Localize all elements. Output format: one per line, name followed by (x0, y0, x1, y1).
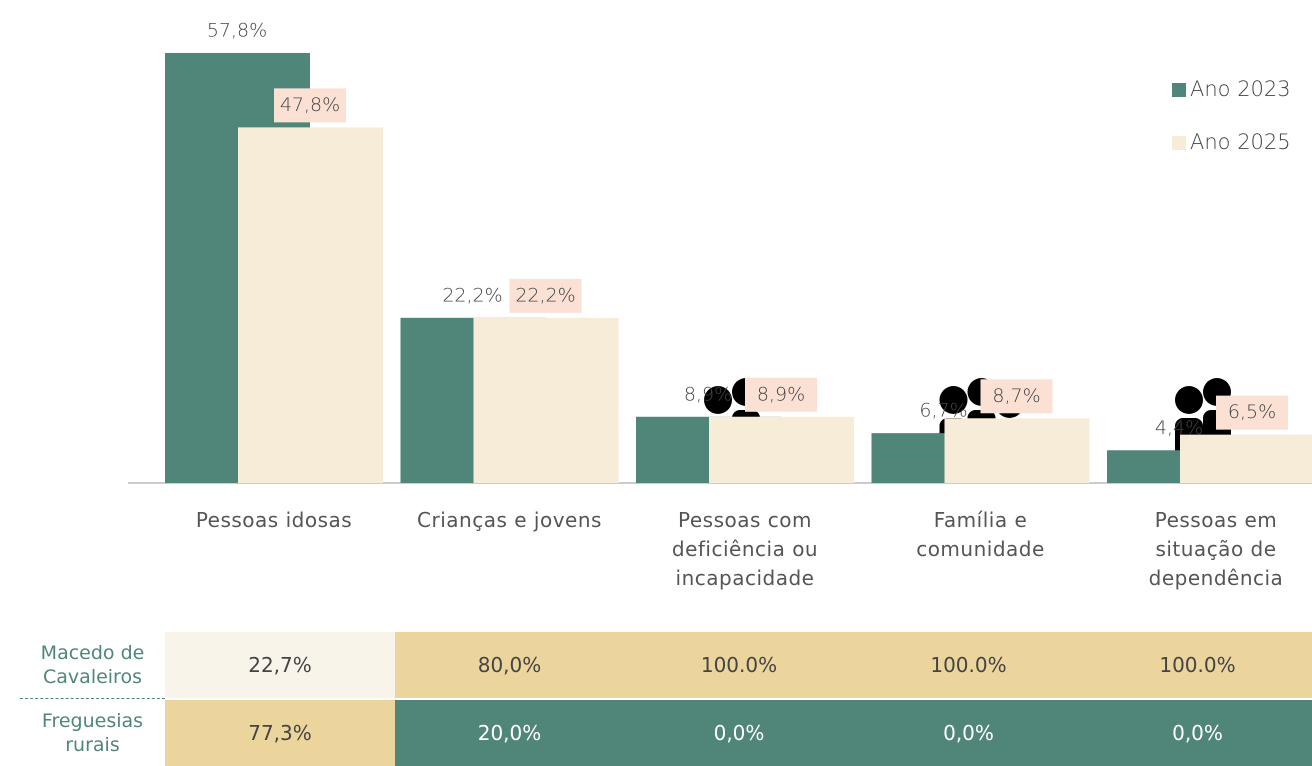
icon-head (704, 386, 732, 414)
table-cell: 100.0% (624, 632, 854, 698)
x-tick-label: Crianças e jovens (417, 508, 602, 532)
value-label: 4,4% (1155, 417, 1203, 439)
value-label: 8,9% (684, 383, 732, 405)
x-tick-label: Pessoas com deficiência ou incapacidade (671, 508, 819, 590)
chart: 57,8% 47,8% 22,2% 22,2% 8,9% 8,9% 6,7% 8,7% 4,4%… (128, 19, 1312, 484)
table-cell: 100.0% (1083, 632, 1312, 698)
table-cell: 0,0% (853, 700, 1084, 766)
value-label: 22,2% (442, 284, 502, 306)
legend-swatch (1172, 83, 1186, 97)
table-cell: 0,0% (624, 700, 854, 766)
bar (709, 416, 854, 483)
table-cell: 0,0% (1083, 700, 1312, 766)
bar (238, 127, 383, 484)
value-label: 6,5% (1228, 401, 1276, 423)
row-label: Freguesias rurais (41, 710, 144, 756)
value-label-bg (274, 88, 346, 123)
row-label: Macedo de Cavaleiros (40, 642, 145, 688)
icon-head (1175, 386, 1203, 414)
legend-label: Ano 2023 (1190, 77, 1291, 101)
value-label-bg (509, 278, 582, 313)
bar (473, 317, 619, 483)
legend-swatch (1172, 136, 1186, 150)
row-divider (20, 698, 165, 699)
value-label-bg (980, 379, 1053, 414)
x-tick-label: Família e comunidade (916, 508, 1045, 561)
bar (944, 418, 1090, 483)
value-label: 47,8% (280, 94, 340, 116)
table-cell: 20,0% (394, 700, 625, 766)
value-label-bg (1216, 395, 1288, 430)
value-label: 8,9% (757, 383, 805, 405)
table-cell: 100.0% (853, 632, 1084, 698)
table-cell: 22,7% (165, 632, 395, 698)
table-cell: 77,3% (165, 700, 395, 766)
value-label: 57,8% (207, 19, 267, 41)
table-row: Macedo de Cavaleiros 22,7% 80,0% 100.0% 100.… (0, 632, 1312, 698)
table-row: Freguesias rurais 77,3% 20,0% 0,0% 0,0% 0,0% (0, 700, 1312, 766)
x-tick-label: Pessoas idosas (195, 508, 353, 532)
icon-head (939, 386, 968, 414)
value-label-bg (745, 377, 817, 412)
value-label: 22,2% (515, 284, 575, 306)
bar (1180, 434, 1312, 483)
value-label: 6,7% (919, 400, 967, 422)
table-cell: 80,0% (394, 632, 625, 698)
legend-label: Ano 2025 (1190, 130, 1291, 154)
value-label: 8,7% (992, 385, 1040, 407)
x-tick-label: Pessoas em situação de dependência (1148, 508, 1284, 590)
